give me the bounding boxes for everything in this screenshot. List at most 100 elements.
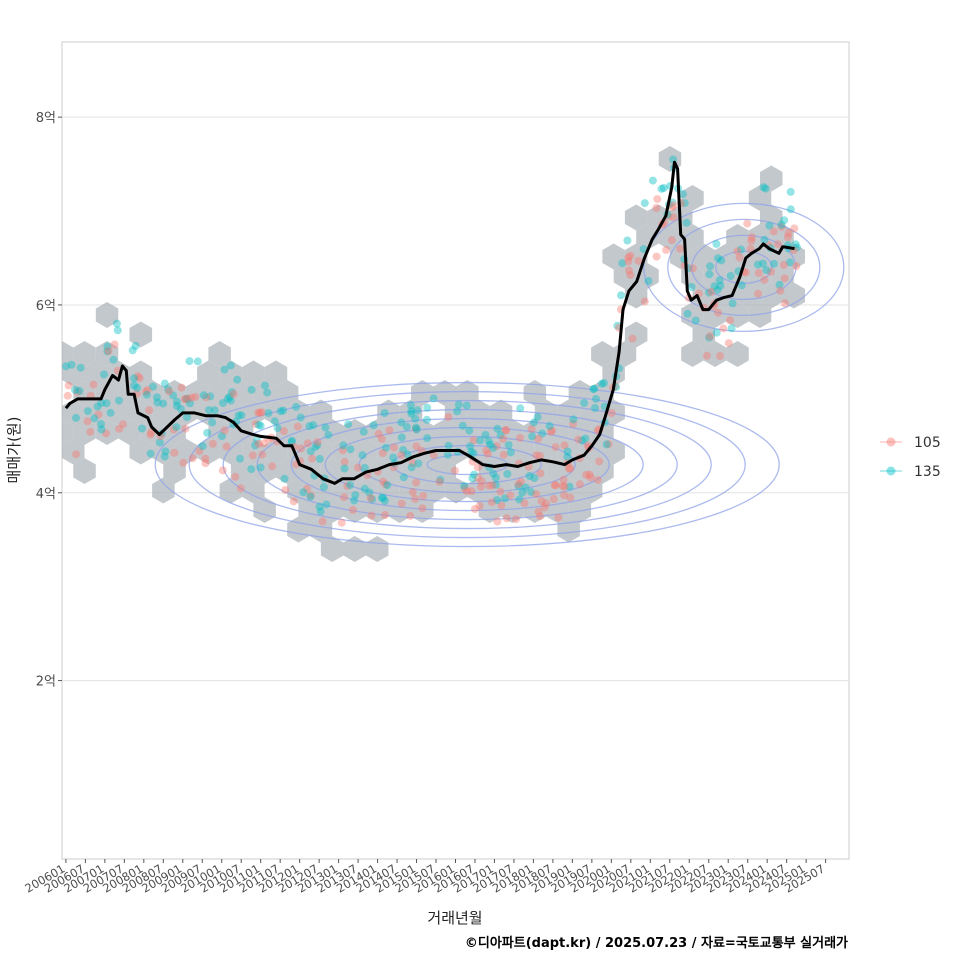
- data-point-105: [366, 494, 375, 503]
- data-point-135: [377, 493, 386, 502]
- hexbin-cell: [320, 419, 344, 445]
- hexbin-cell: [298, 458, 321, 484]
- data-point-135: [493, 424, 502, 433]
- data-point-135: [682, 218, 691, 227]
- data-point-135: [581, 434, 590, 443]
- data-point-135: [251, 441, 260, 450]
- data-point-105: [169, 425, 178, 434]
- data-point-135: [315, 502, 324, 511]
- data-point-135: [713, 286, 722, 295]
- data-point-135: [515, 495, 524, 504]
- data-point-135: [470, 470, 479, 479]
- data-point-135: [305, 422, 314, 431]
- hexbin-cell: [771, 263, 794, 289]
- data-point-105: [411, 425, 420, 433]
- data-point-105: [586, 473, 595, 482]
- data-point-105: [260, 439, 268, 448]
- data-point-105: [444, 413, 453, 422]
- data-point-135: [761, 184, 770, 193]
- data-point-135: [691, 316, 700, 325]
- data-point-105: [536, 469, 545, 478]
- density-contour: [667, 218, 821, 317]
- data-point-135: [765, 221, 774, 230]
- data-point-135: [678, 190, 687, 199]
- data-point-135: [360, 484, 369, 493]
- density-contours: [154, 202, 845, 548]
- data-point-135: [411, 414, 420, 423]
- data-point-135: [705, 270, 714, 279]
- hexbin-cell: [140, 380, 164, 406]
- data-point-135: [185, 357, 194, 366]
- hexbin-cell: [557, 516, 580, 543]
- data-point-105: [411, 494, 420, 503]
- data-point-105: [255, 408, 264, 417]
- data-point-135: [639, 245, 648, 254]
- data-point-105: [102, 429, 110, 438]
- data-point-135: [762, 266, 771, 274]
- hexbin-cell: [73, 458, 96, 484]
- data-point-105: [537, 497, 546, 505]
- data-point-105: [550, 481, 559, 490]
- data-point-105: [340, 457, 349, 466]
- hexbin-cell: [422, 477, 445, 504]
- hexbin-cell: [298, 419, 321, 445]
- data-point-135: [590, 384, 599, 393]
- data-point-135: [380, 496, 389, 505]
- data-point-135: [791, 240, 800, 249]
- data-point-105: [628, 334, 637, 343]
- data-point-135: [287, 438, 296, 446]
- hexbin-cell: [647, 204, 670, 231]
- data-point-105: [593, 476, 602, 484]
- hexbin-cell: [242, 477, 265, 504]
- data-point-135: [597, 379, 606, 388]
- data-point-135: [292, 402, 301, 411]
- data-point-135: [407, 407, 416, 416]
- density-contour: [188, 390, 746, 539]
- data-point-105: [165, 387, 174, 396]
- data-point-105: [89, 380, 98, 389]
- data-point-105: [792, 262, 801, 271]
- hexbin-cell: [377, 399, 400, 426]
- data-point-135: [402, 422, 411, 431]
- data-point-135: [233, 375, 242, 384]
- hexbin-cell: [636, 224, 659, 250]
- hexbin-cell: [242, 360, 265, 387]
- data-point-105: [724, 339, 733, 348]
- data-point-105: [773, 240, 782, 249]
- data-point-135: [97, 398, 106, 407]
- data-point-135: [602, 440, 611, 449]
- hexbin-cell: [456, 380, 479, 406]
- data-point-135: [644, 277, 653, 285]
- data-point-105: [487, 498, 496, 507]
- data-point-105: [222, 442, 231, 451]
- data-point-105: [318, 517, 327, 526]
- hexbin-cell: [343, 536, 366, 562]
- hexbin-cell: [152, 477, 175, 504]
- hexbin-cell: [332, 438, 355, 465]
- data-point-105: [653, 195, 662, 204]
- data-point-135: [83, 407, 92, 416]
- data-point-135: [237, 411, 246, 420]
- legend-label: 105: [914, 435, 941, 451]
- data-point-105: [248, 451, 257, 460]
- data-point-135: [786, 187, 795, 196]
- data-point-135: [491, 473, 500, 482]
- data-point-105: [181, 394, 190, 403]
- data-point-105: [783, 233, 792, 242]
- data-point-105: [676, 244, 684, 253]
- data-point-105: [747, 237, 756, 245]
- data-point-135: [160, 452, 169, 461]
- data-point-135: [533, 412, 542, 421]
- hexbin-cell: [84, 360, 107, 387]
- data-point-105: [477, 477, 486, 486]
- hexbin-cell: [512, 438, 535, 465]
- data-point-105: [306, 491, 315, 500]
- data-point-135: [102, 399, 111, 408]
- data-point-105: [474, 473, 482, 482]
- data-point-135: [90, 414, 99, 423]
- data-point-135: [306, 492, 315, 501]
- data-point-135: [173, 397, 181, 406]
- data-point-105: [652, 204, 661, 212]
- data-point-135: [203, 428, 212, 437]
- hexbin-cell: [760, 243, 783, 270]
